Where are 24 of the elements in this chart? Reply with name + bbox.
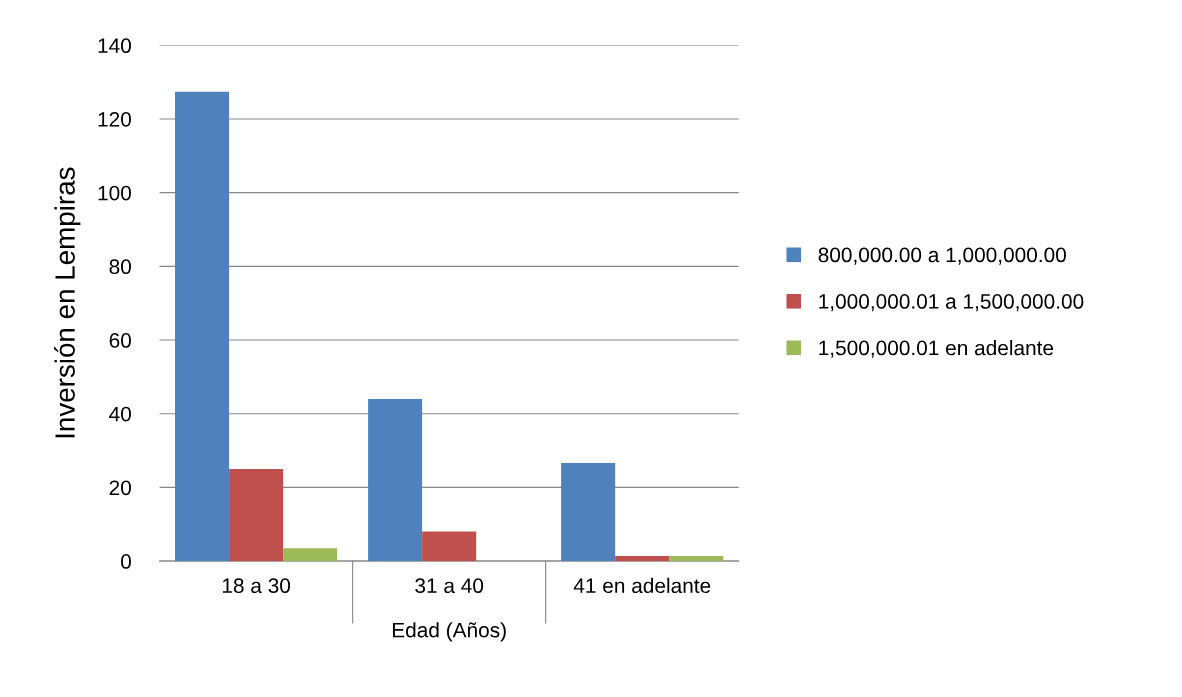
x-tick-label: 18 a 30 [222,578,291,594]
x-axis-title: Edad (Años) [392,622,506,642]
bar [669,555,724,562]
bar [368,398,423,562]
bar [283,548,338,562]
y-axis-title: Inversión en Lempiras [54,167,81,438]
bar [175,91,230,562]
y-tick-label: 140 [98,38,131,54]
bar [615,555,670,562]
legend-label: 1,000,000.01 a 1,500,000.00 [819,294,1084,312]
legend-label: 800,000.00 a 1,000,000.00 [818,247,1066,265]
legend-label: 1,500,000.01 en adelante [819,339,1054,358]
y-tick-label: 0 [121,554,131,569]
y-tick-label: 120 [98,111,131,127]
bar [422,531,477,562]
bar [229,468,284,562]
x-tick-label: 41 en adelante [573,577,711,594]
bar [561,463,616,562]
y-tick-label: 20 [109,480,131,496]
x-tick-label: 31 a 40 [415,578,484,594]
y-tick-label: 80 [109,259,131,275]
y-tick-label: 60 [109,333,131,348]
y-tick-label: 40 [109,406,131,422]
y-tick-label: 100 [98,185,131,201]
